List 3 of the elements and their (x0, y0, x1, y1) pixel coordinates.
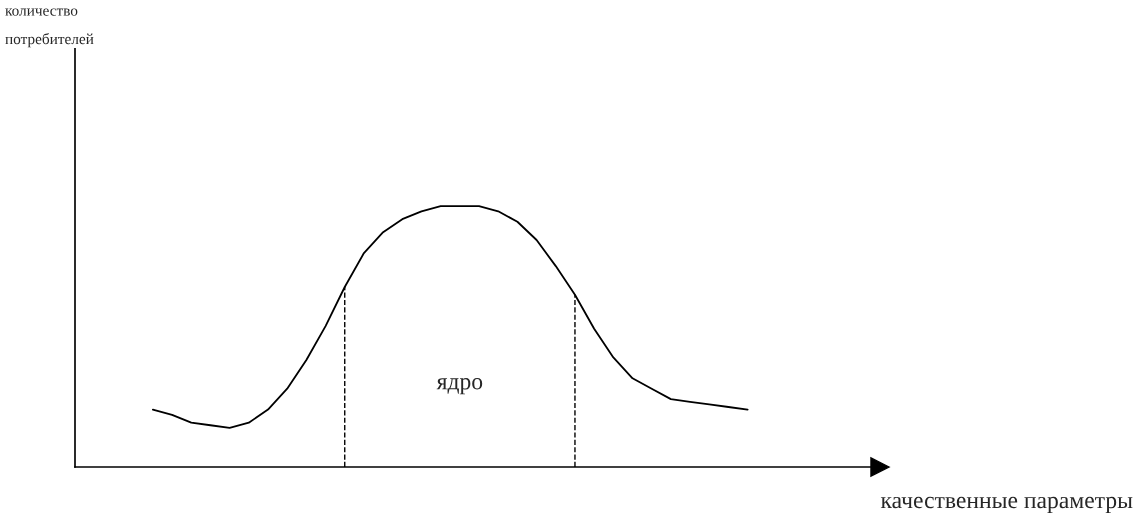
text: качественные параметры (880, 496, 1133, 513)
text: количество потребителей (5, 8, 94, 48)
annotation: ядро (436, 378, 483, 395)
